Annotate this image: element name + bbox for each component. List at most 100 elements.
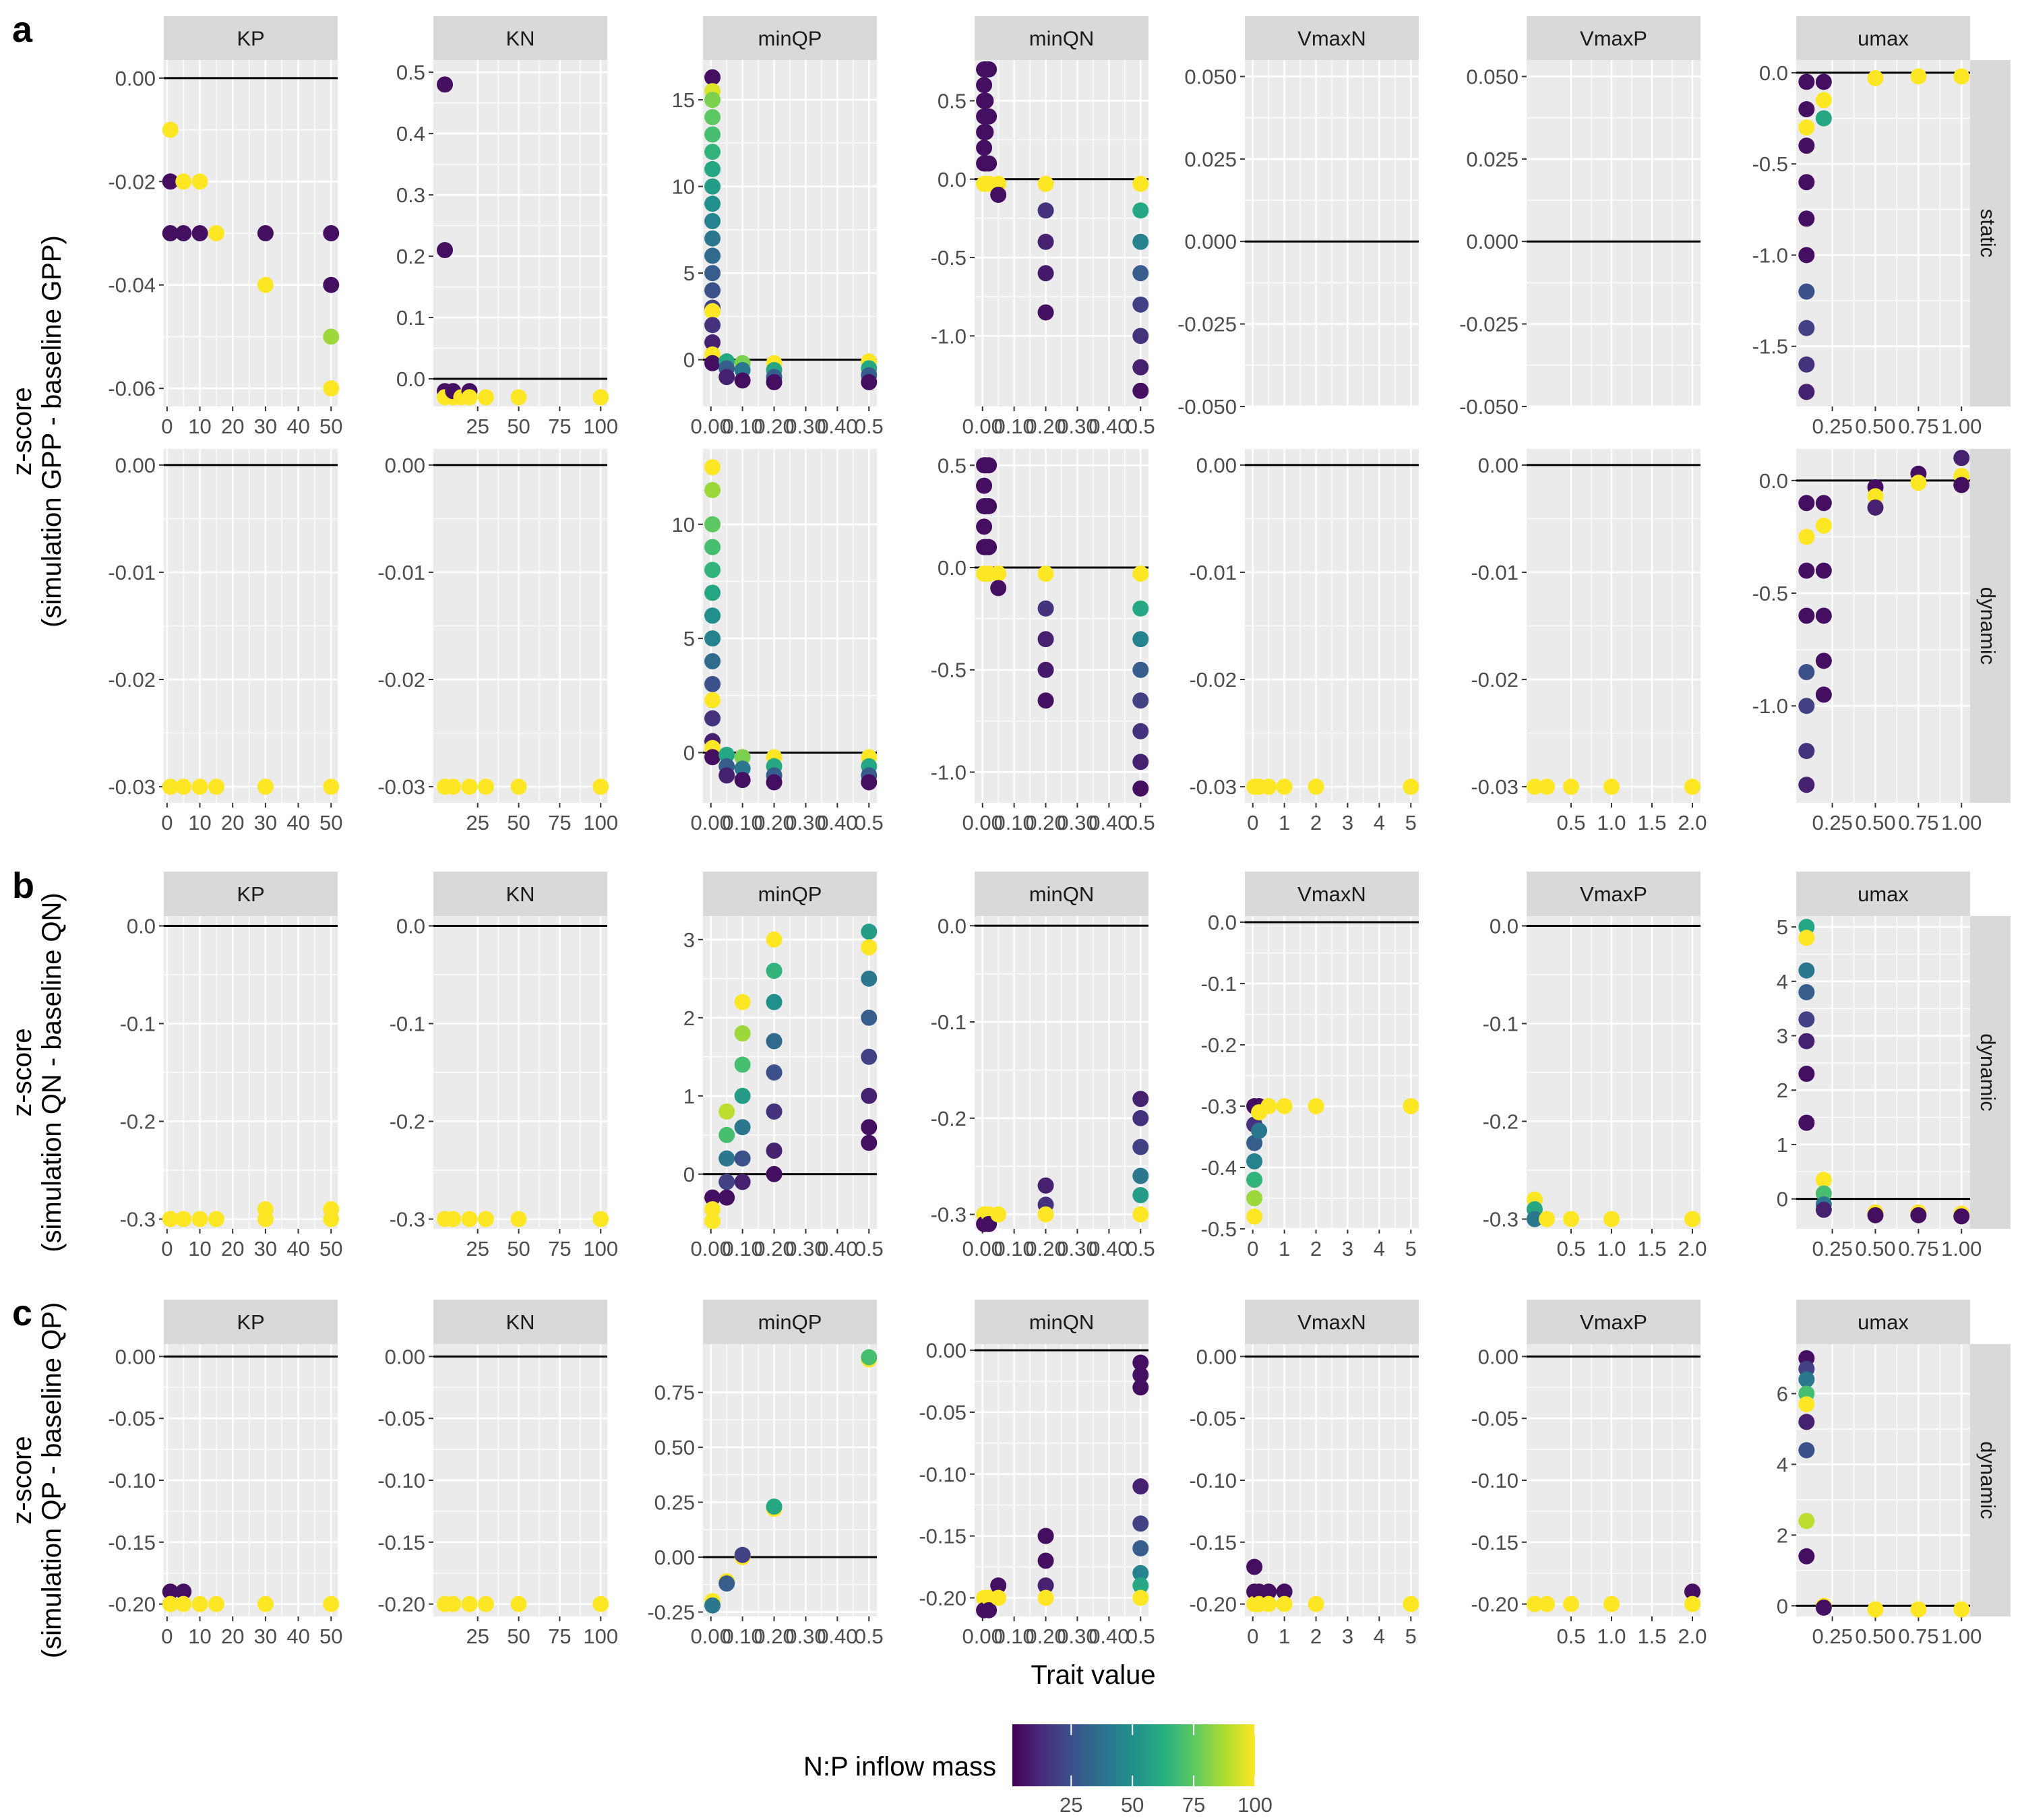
data-point bbox=[1132, 1515, 1149, 1532]
x-tick-label: 25 bbox=[466, 1237, 489, 1261]
y-tick-label: -0.02 bbox=[1471, 668, 1519, 692]
data-point bbox=[1798, 607, 1815, 624]
data-point bbox=[1798, 247, 1815, 264]
data-point bbox=[990, 566, 1007, 582]
data-point bbox=[766, 1103, 783, 1120]
y-tick-label: -1.0 bbox=[931, 324, 967, 348]
x-tick-label: 0.50 bbox=[1855, 415, 1895, 438]
data-point bbox=[1798, 283, 1815, 300]
panel-group-a: a z-score (simulation GPP - baseline GPP) s… bbox=[7, 9, 2011, 835]
data-point bbox=[981, 108, 998, 125]
x-tick-label: 0 bbox=[161, 811, 173, 835]
data-point bbox=[461, 1211, 478, 1227]
data-point bbox=[1953, 1208, 1970, 1225]
y-tick-label: 3 bbox=[1777, 1025, 1788, 1048]
y-tick-label: -0.5 bbox=[1752, 582, 1788, 605]
data-point bbox=[1603, 1211, 1620, 1227]
x-tick-label: 0.5 bbox=[1126, 1625, 1155, 1648]
data-point bbox=[323, 225, 340, 241]
y-tick-label: 0.0 bbox=[1208, 911, 1237, 934]
facet-strip-label: umax bbox=[1858, 27, 1909, 51]
facet-strip-label: minQP bbox=[758, 1310, 822, 1334]
x-tick-label: 75 bbox=[548, 415, 571, 438]
data-point bbox=[1132, 631, 1149, 648]
facet-strip bbox=[1796, 16, 1970, 60]
facet-strip bbox=[164, 872, 338, 916]
legend-tick-label: 25 bbox=[1060, 1793, 1082, 1817]
data-point bbox=[208, 1596, 224, 1612]
data-point bbox=[1815, 1201, 1832, 1218]
x-tick-label: 50 bbox=[319, 415, 342, 438]
x-tick-label: 4 bbox=[1374, 1625, 1385, 1648]
y-tick-label: -0.06 bbox=[108, 377, 156, 400]
row-strip bbox=[1965, 449, 2011, 803]
facet-minQP: minQP 0.000.100.200.300.400.5 0 1 2 3 bbox=[683, 872, 884, 1261]
x-tick-label: 75 bbox=[548, 1625, 571, 1648]
data-point bbox=[208, 225, 224, 241]
y-tick-label: -0.2 bbox=[931, 1107, 967, 1130]
facet-strip bbox=[1245, 872, 1419, 916]
data-point bbox=[461, 1596, 478, 1612]
x-tick-label: 0.30 bbox=[1057, 1625, 1097, 1648]
x-tick-label: 0.30 bbox=[1057, 1237, 1097, 1261]
data-point bbox=[208, 779, 224, 795]
y-tick-label: -0.5 bbox=[1201, 1217, 1237, 1241]
x-tick-label: 1.00 bbox=[1941, 811, 1982, 835]
y-tick-label: -0.15 bbox=[1189, 1531, 1237, 1554]
y-tick-label: 0.00 bbox=[385, 454, 425, 477]
data-point bbox=[704, 1213, 721, 1230]
x-tick-label: 0.40 bbox=[817, 415, 857, 438]
y-tick-label: 4 bbox=[1777, 1453, 1788, 1476]
data-point bbox=[323, 276, 340, 293]
data-point bbox=[1132, 1379, 1149, 1396]
y-tick-label: -0.025 bbox=[1177, 313, 1237, 336]
y-tick-label: 2 bbox=[1777, 1079, 1788, 1102]
data-point bbox=[1037, 692, 1054, 709]
data-point bbox=[1815, 517, 1832, 534]
data-point bbox=[704, 109, 721, 125]
x-tick-label: 0.20 bbox=[754, 415, 794, 438]
facet-VmaxN: VmaxN 0 1 2 3 4 5 0.0 -0.1 -0.2 -0.3 -0.4 -0.5 bbox=[1201, 872, 1419, 1261]
x-tick-label: 100 bbox=[583, 811, 618, 835]
x-tick-label: 1.00 bbox=[1941, 1625, 1982, 1648]
y-tick-label: 0.000 bbox=[1466, 230, 1519, 253]
x-tick-label: 0.75 bbox=[1898, 1237, 1938, 1261]
data-point bbox=[1276, 1098, 1293, 1115]
data-point bbox=[1132, 1577, 1149, 1594]
x-tick-label: 1.5 bbox=[1637, 1237, 1666, 1261]
data-point bbox=[1246, 1134, 1263, 1151]
y-tick-label: -0.1 bbox=[120, 1012, 156, 1036]
x-tick-label: 0 bbox=[161, 415, 173, 438]
data-point bbox=[861, 774, 878, 791]
data-point bbox=[704, 1201, 721, 1217]
x-tick-label: 0.75 bbox=[1898, 811, 1938, 835]
y-tick-label: 15 bbox=[672, 88, 695, 112]
legend-tick-label: 75 bbox=[1182, 1793, 1205, 1817]
data-point bbox=[1037, 661, 1054, 678]
data-point bbox=[1308, 779, 1324, 795]
facet-strip-label: KP bbox=[237, 1310, 264, 1334]
y-tick-label: -0.5 bbox=[1752, 152, 1788, 176]
data-point bbox=[1132, 780, 1149, 797]
data-point bbox=[734, 1087, 751, 1104]
x-tick-label: 50 bbox=[507, 415, 530, 438]
y-tick-label: -0.4 bbox=[1201, 1156, 1237, 1180]
x-tick-label: 0.40 bbox=[1089, 1625, 1129, 1648]
facet-strip bbox=[1796, 1300, 1970, 1344]
x-tick-label: 20 bbox=[221, 1625, 244, 1648]
data-point bbox=[1798, 1414, 1815, 1430]
data-point bbox=[1403, 1596, 1419, 1612]
data-point bbox=[861, 1009, 878, 1026]
x-tick-label: 1.5 bbox=[1637, 811, 1666, 835]
x-tick-label: 0.30 bbox=[1057, 415, 1097, 438]
x-tick-label: 0 bbox=[1247, 811, 1258, 835]
facet-strip bbox=[703, 872, 877, 916]
y-tick-label: 0.00 bbox=[1196, 1345, 1237, 1368]
data-point bbox=[510, 1596, 527, 1612]
x-tick-label: 1.00 bbox=[1941, 1237, 1982, 1261]
panel-label: a bbox=[12, 9, 33, 50]
y-tick-label: -0.20 bbox=[377, 1593, 425, 1616]
y-tick-label: -0.1 bbox=[1483, 1012, 1519, 1036]
